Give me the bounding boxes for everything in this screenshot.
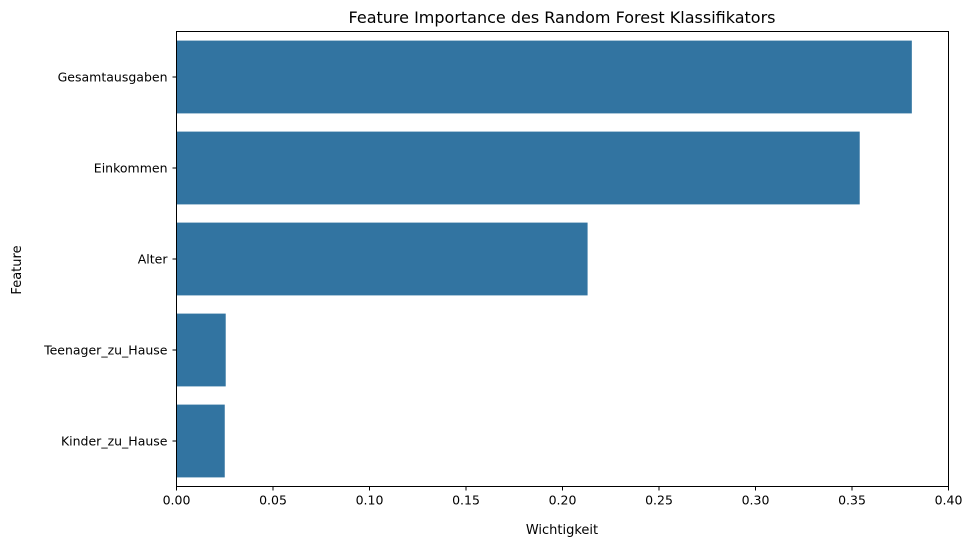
x-tick-label: 0.40	[935, 493, 963, 508]
y-tick-label: Einkommen	[94, 161, 168, 176]
y-axis-label: Feature	[10, 245, 25, 294]
y-tick-label: Gesamtausgaben	[58, 70, 168, 85]
bar-4	[176, 404, 225, 478]
bar-1	[176, 131, 860, 205]
x-tick-label: 0.05	[259, 493, 287, 508]
bar-0	[176, 40, 912, 114]
y-tick-label: Kinder_zu_Hause	[61, 434, 168, 449]
x-tick-label: 0.00	[163, 493, 191, 508]
plot-frame	[176, 31, 949, 487]
y-tick-label: Alter	[138, 252, 169, 267]
x-tick-label: 0.10	[356, 493, 384, 508]
bar-2	[176, 222, 588, 296]
chart-title: Feature Importance des Random Forest Kla…	[349, 8, 776, 27]
x-axis-label: Wichtigkeit	[526, 523, 598, 538]
y-axis-ticks: Gesamtausgaben Einkommen Alter Teenager_zu_…	[43, 70, 177, 449]
x-tick-label: 0.20	[549, 493, 577, 508]
bars-group	[176, 40, 912, 478]
bar-3	[176, 313, 226, 387]
x-axis-ticks: 0.00 0.05 0.10 0.15 0.20 0.25 0.30 0.35 0.40	[163, 486, 963, 508]
x-tick-label: 0.30	[742, 493, 770, 508]
x-tick-label: 0.25	[645, 493, 673, 508]
y-tick-label: Teenager_zu_Hause	[43, 343, 168, 358]
x-tick-label: 0.15	[452, 493, 480, 508]
x-tick-label: 0.35	[838, 493, 866, 508]
